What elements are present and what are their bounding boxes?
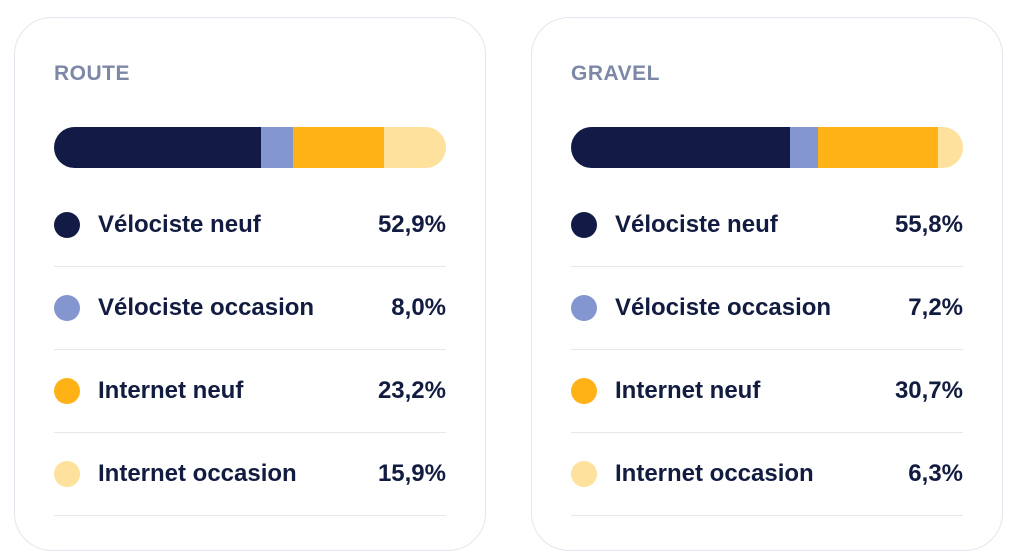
legend-label: Vélociste occasion (615, 294, 832, 321)
legend-dot (54, 295, 80, 321)
legend-list: Vélociste neuf 52,9% Vélociste occasion 8,0… (54, 184, 446, 516)
legend-dot (54, 461, 80, 487)
legend-row: Internet occasion 15,9% (54, 433, 446, 516)
legend-row: Vélociste occasion 8,0% (54, 267, 446, 350)
legend-list: Vélociste neuf 55,8% Vélociste occasion 7,2… (571, 184, 963, 516)
legend-row: Vélociste neuf 52,9% (54, 184, 446, 267)
stacked-bar (54, 127, 446, 168)
legend-row: Internet neuf 23,2% (54, 350, 446, 433)
chart-card-route: ROUTE Vélociste neuf 52,9% Vélociste occas… (14, 17, 486, 551)
legend-value: 8,0% (391, 294, 446, 321)
legend-value: 55,8% (894, 211, 963, 238)
stacked-bar (571, 127, 963, 168)
legend-row: Internet neuf 30,7% (571, 350, 963, 433)
legend-label: Vélociste neuf (98, 211, 261, 238)
legend-value: 30,7% (894, 377, 963, 404)
legend-label: Internet neuf (98, 377, 244, 404)
legend-dot (571, 295, 597, 321)
chart-card-gravel: GRAVEL Vélociste neuf 55,8% Vélociste occa… (531, 17, 1003, 551)
legend-value: 7,2% (908, 294, 963, 321)
legend-dot (54, 212, 80, 238)
legend-label: Internet occasion (615, 460, 814, 487)
bar-segment (383, 127, 446, 168)
bar-segment (938, 127, 963, 168)
legend-dot (571, 461, 597, 487)
legend-row: Vélociste neuf 55,8% (571, 184, 963, 267)
legend-value: 6,3% (908, 460, 963, 487)
legend-row: Internet occasion 6,3% (571, 433, 963, 516)
bar-segment (54, 127, 262, 168)
legend-value: 15,9% (377, 460, 446, 487)
legend-label: Internet neuf (615, 377, 761, 404)
card-title: ROUTE (54, 62, 130, 85)
card-title: GRAVEL (571, 62, 660, 85)
legend-label: Vélociste occasion (98, 294, 315, 321)
legend-dot (54, 378, 80, 404)
legend-label: Internet occasion (98, 460, 297, 487)
legend-row: Vélociste occasion 7,2% (571, 267, 963, 350)
bar-segment (817, 127, 939, 168)
bar-segment (261, 127, 293, 168)
legend-dot (571, 378, 597, 404)
legend-dot (571, 212, 597, 238)
legend-value: 23,2% (377, 377, 446, 404)
bar-segment (789, 127, 818, 168)
bar-segment (292, 127, 384, 168)
bar-segment (571, 127, 790, 168)
legend-value: 52,9% (377, 211, 446, 238)
legend-label: Vélociste neuf (615, 211, 778, 238)
